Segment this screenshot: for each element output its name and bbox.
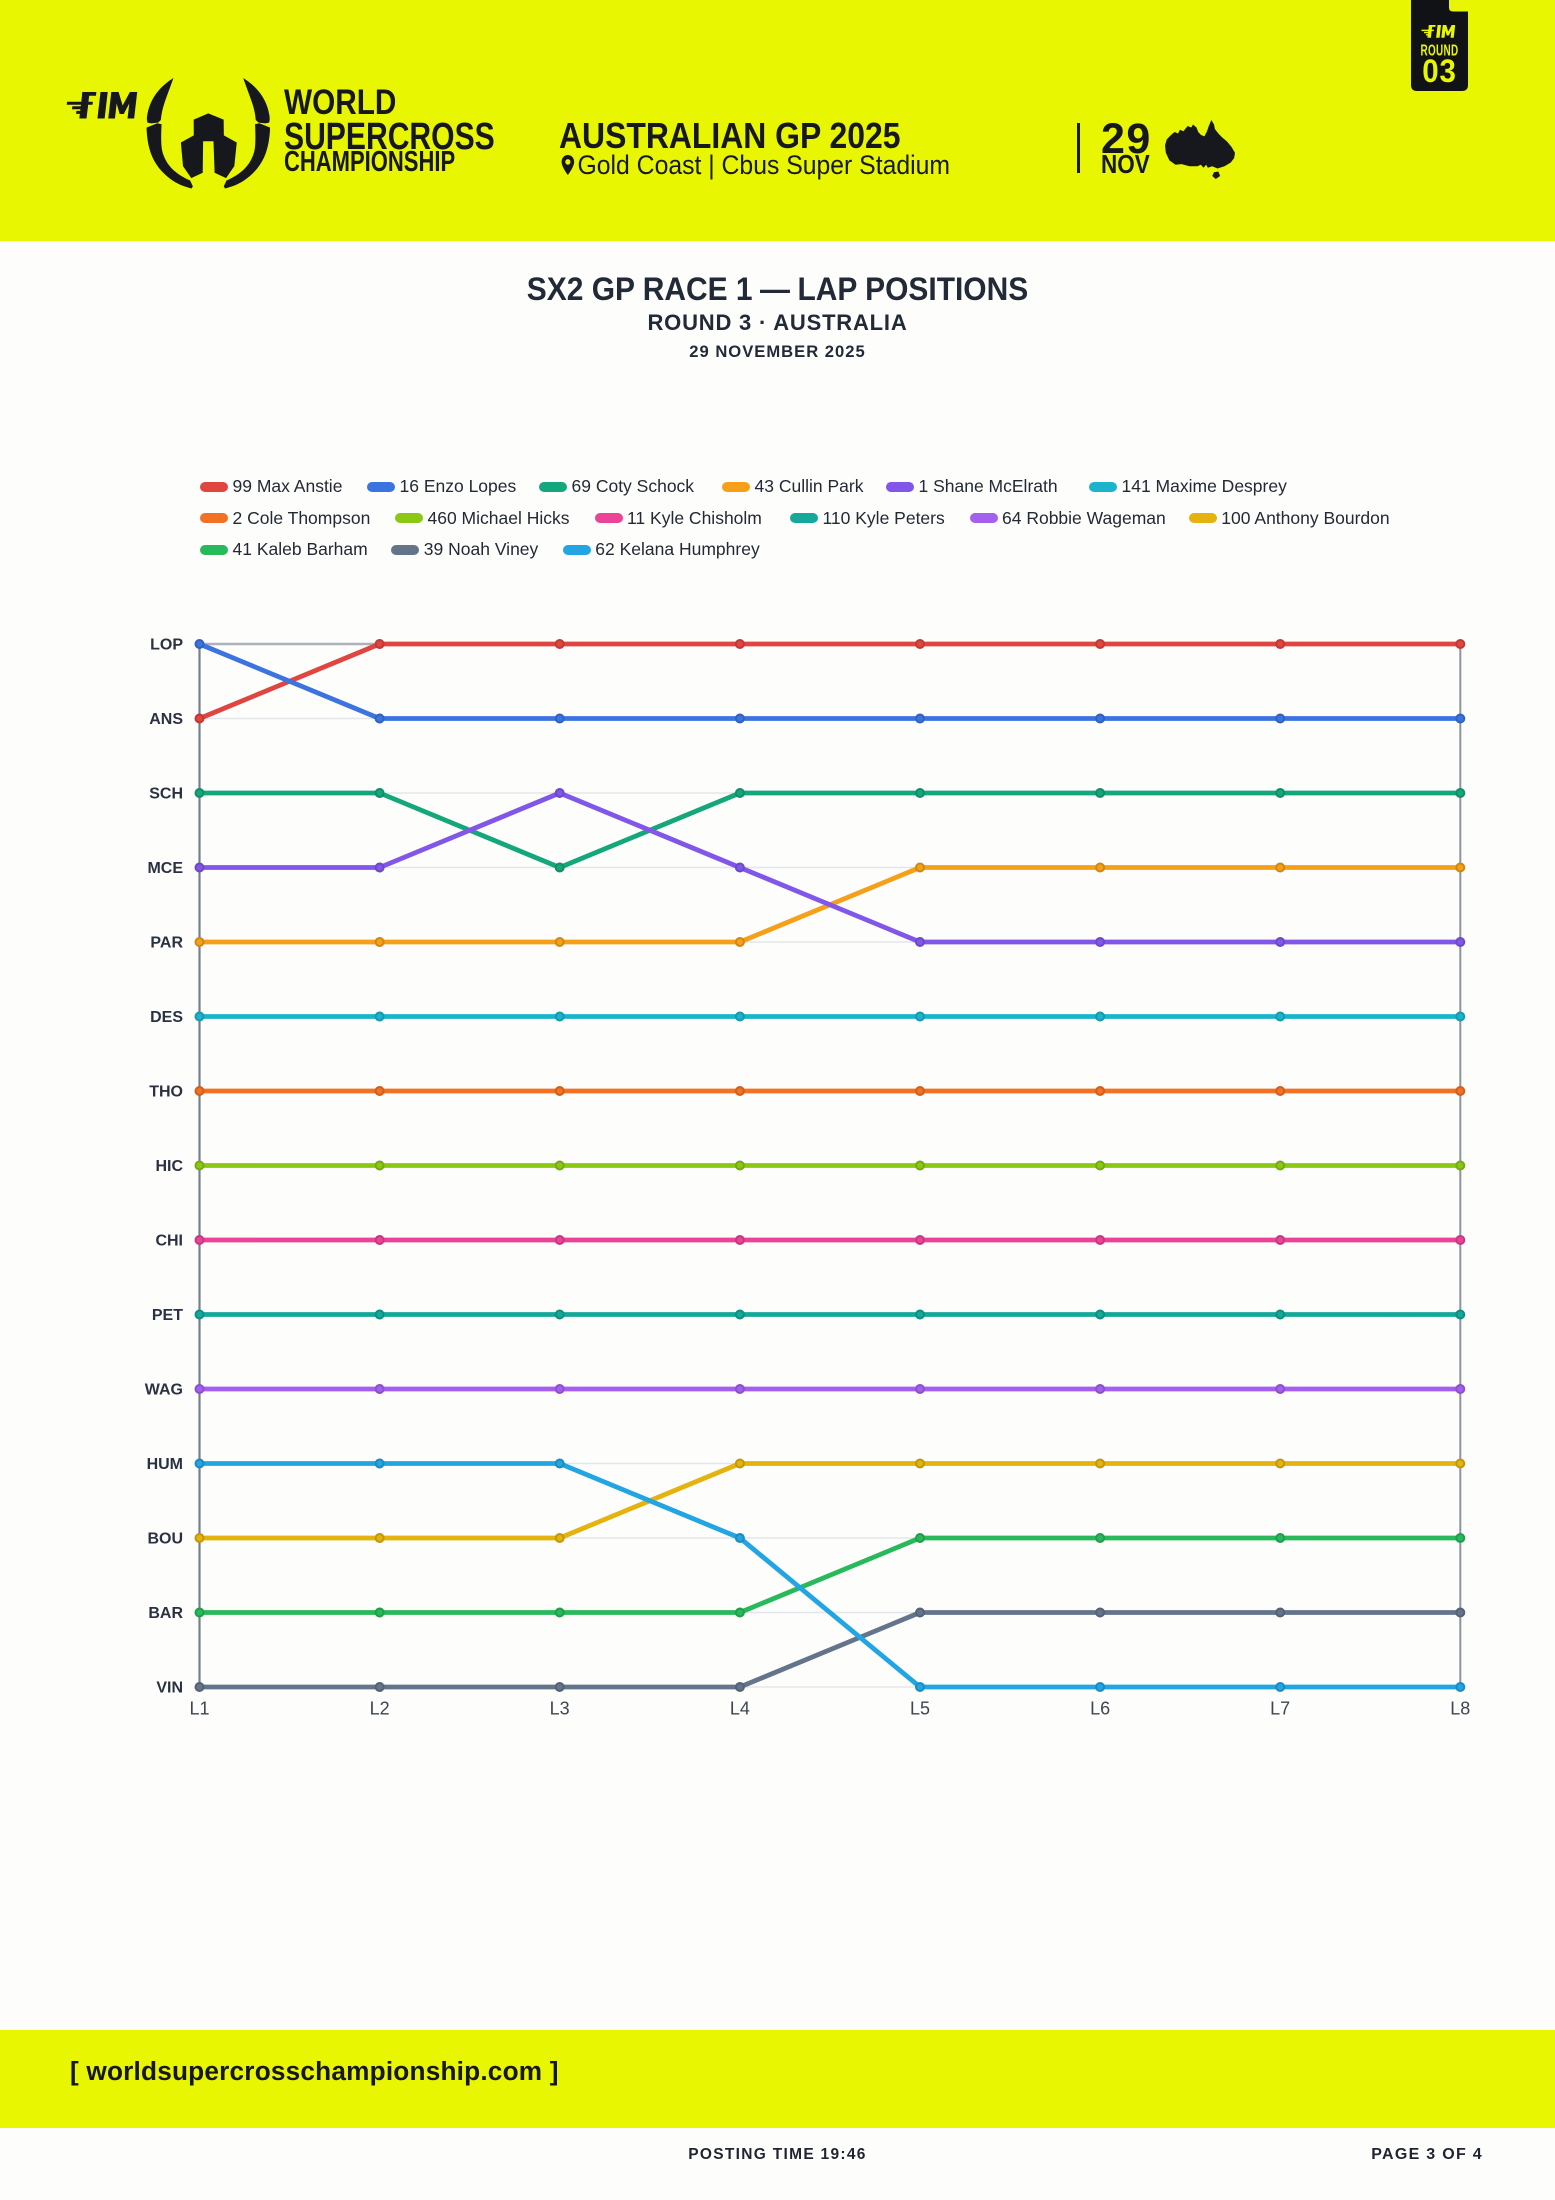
- svg-text:WAG: WAG: [145, 1382, 183, 1399]
- svg-text:THO: THO: [149, 1084, 183, 1101]
- svg-text:VIN: VIN: [156, 1680, 183, 1697]
- svg-text:L2: L2: [370, 1699, 390, 1719]
- svg-text:L8: L8: [1450, 1699, 1470, 1719]
- svg-text:ANS: ANS: [149, 711, 183, 728]
- svg-text:L4: L4: [730, 1699, 750, 1719]
- svg-text:03: 03: [1422, 53, 1457, 89]
- svg-text:BOU: BOU: [147, 1531, 183, 1548]
- svg-text:L5: L5: [910, 1699, 930, 1719]
- svg-text:PET: PET: [152, 1307, 183, 1324]
- svg-text:CHI: CHI: [155, 1233, 183, 1250]
- svg-text:HIC: HIC: [155, 1158, 183, 1175]
- svg-text:L6: L6: [1090, 1699, 1110, 1719]
- svg-text:L3: L3: [550, 1699, 570, 1719]
- svg-text:L7: L7: [1270, 1699, 1290, 1719]
- svg-text:DES: DES: [150, 1009, 183, 1026]
- svg-text:ROUND: ROUND: [1421, 41, 1459, 59]
- svg-text:BAR: BAR: [148, 1605, 183, 1622]
- svg-text:LOP: LOP: [150, 637, 183, 654]
- svg-text:SCH: SCH: [149, 786, 183, 803]
- svg-text:MCE: MCE: [147, 860, 183, 877]
- svg-text:L1: L1: [189, 1699, 209, 1719]
- svg-text:PAR: PAR: [150, 935, 183, 952]
- svg-text:HUM: HUM: [147, 1456, 183, 1473]
